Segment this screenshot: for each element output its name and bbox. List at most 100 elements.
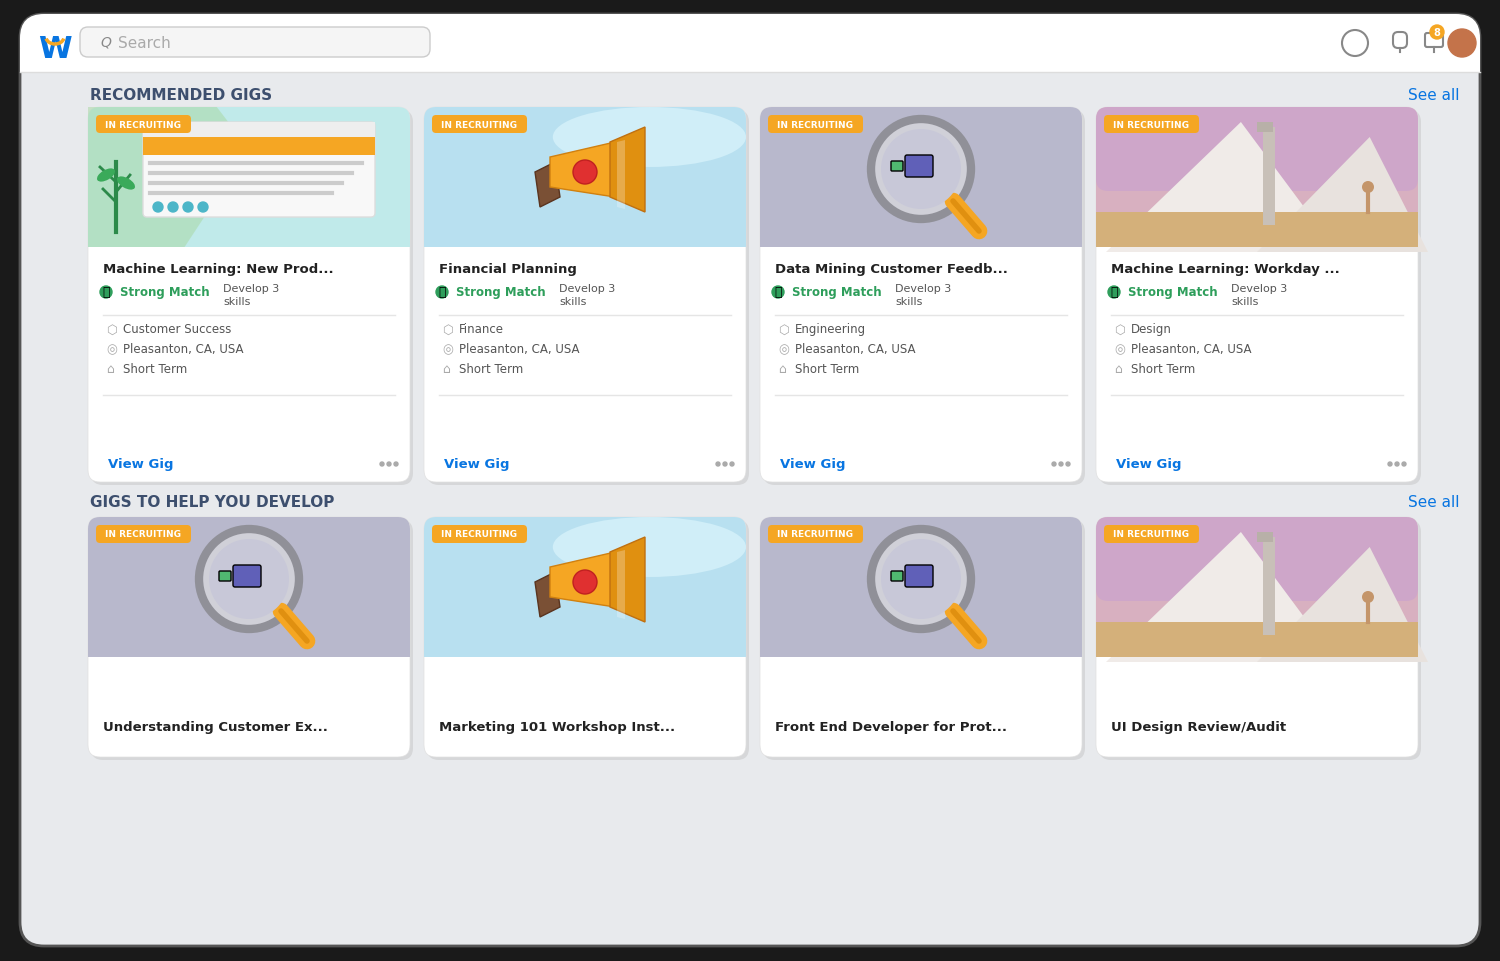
Text: Develop 3: Develop 3 <box>896 283 951 294</box>
Polygon shape <box>1257 548 1428 662</box>
Bar <box>1096 212 1418 248</box>
FancyBboxPatch shape <box>96 116 190 134</box>
Circle shape <box>573 160 597 185</box>
FancyBboxPatch shape <box>1096 517 1418 657</box>
Circle shape <box>183 203 194 212</box>
Text: ⌂: ⌂ <box>106 363 114 376</box>
Text: skills: skills <box>1232 297 1258 307</box>
Text: Financial Planning: Financial Planning <box>440 263 578 276</box>
Bar <box>760 228 1082 248</box>
Polygon shape <box>610 128 645 212</box>
Text: Strong Match: Strong Match <box>792 286 882 299</box>
FancyBboxPatch shape <box>219 572 231 581</box>
Text: skills: skills <box>560 297 586 307</box>
FancyBboxPatch shape <box>904 156 933 178</box>
Text: ◎: ◎ <box>1114 343 1125 357</box>
Polygon shape <box>1106 123 1338 253</box>
Circle shape <box>100 286 112 299</box>
FancyBboxPatch shape <box>88 517 410 757</box>
Bar <box>1263 537 1275 635</box>
Text: Develop 3: Develop 3 <box>1232 283 1287 294</box>
Text: Finance: Finance <box>459 323 504 336</box>
FancyBboxPatch shape <box>904 565 933 587</box>
FancyBboxPatch shape <box>1104 526 1198 543</box>
FancyBboxPatch shape <box>891 161 903 172</box>
Text: Short Term: Short Term <box>123 363 188 376</box>
Text: IN RECRUITING: IN RECRUITING <box>777 530 853 539</box>
FancyBboxPatch shape <box>427 521 748 760</box>
Circle shape <box>209 539 290 619</box>
Text: ⌂: ⌂ <box>442 363 450 376</box>
Bar <box>1096 228 1418 248</box>
Text: Search: Search <box>118 36 171 50</box>
Circle shape <box>573 571 597 595</box>
Text: Marketing 101 Workshop Inst...: Marketing 101 Workshop Inst... <box>440 721 675 734</box>
Text: Q: Q <box>100 36 111 50</box>
FancyBboxPatch shape <box>768 526 862 543</box>
Text: 👥: 👥 <box>102 286 110 299</box>
Text: ⬡: ⬡ <box>442 323 453 336</box>
Text: ⬡: ⬡ <box>106 323 117 336</box>
Text: IN RECRUITING: IN RECRUITING <box>441 120 518 130</box>
Bar <box>760 637 1082 657</box>
FancyBboxPatch shape <box>424 517 746 757</box>
FancyBboxPatch shape <box>760 517 1082 657</box>
Circle shape <box>730 462 734 466</box>
FancyBboxPatch shape <box>432 116 526 134</box>
FancyBboxPatch shape <box>1096 108 1418 248</box>
Text: Short Term: Short Term <box>795 363 859 376</box>
Polygon shape <box>550 143 615 198</box>
Circle shape <box>1066 462 1070 466</box>
Ellipse shape <box>117 177 135 190</box>
Text: ◎: ◎ <box>106 343 117 357</box>
FancyBboxPatch shape <box>142 123 375 218</box>
Circle shape <box>153 203 164 212</box>
Circle shape <box>198 203 208 212</box>
FancyBboxPatch shape <box>424 108 746 482</box>
Polygon shape <box>616 141 626 209</box>
Text: skills: skills <box>224 297 251 307</box>
Circle shape <box>165 127 171 133</box>
Text: Machine Learning: Workday ...: Machine Learning: Workday ... <box>1112 263 1340 276</box>
Bar <box>1257 123 1274 133</box>
Text: IN RECRUITING: IN RECRUITING <box>1113 120 1190 130</box>
FancyBboxPatch shape <box>432 526 526 543</box>
Circle shape <box>871 120 970 220</box>
Bar <box>424 637 746 657</box>
Circle shape <box>880 539 962 619</box>
FancyBboxPatch shape <box>764 521 1084 760</box>
Circle shape <box>1430 26 1444 40</box>
Bar <box>142 137 375 156</box>
Text: ⬡: ⬡ <box>1114 323 1125 336</box>
Bar <box>142 123 375 137</box>
Text: ⬡: ⬡ <box>778 323 789 336</box>
Circle shape <box>1108 286 1120 299</box>
Text: Pleasanton, CA, USA: Pleasanton, CA, USA <box>795 343 915 357</box>
Bar <box>88 637 410 657</box>
FancyBboxPatch shape <box>760 517 1082 757</box>
Circle shape <box>723 462 728 466</box>
Circle shape <box>1059 462 1064 466</box>
FancyBboxPatch shape <box>1100 521 1420 760</box>
FancyBboxPatch shape <box>891 572 903 581</box>
Circle shape <box>716 462 720 466</box>
Text: Pleasanton, CA, USA: Pleasanton, CA, USA <box>1131 343 1251 357</box>
Circle shape <box>436 286 448 299</box>
Text: Engineering: Engineering <box>795 323 865 336</box>
FancyBboxPatch shape <box>96 526 190 543</box>
Text: Design: Design <box>1131 323 1172 336</box>
Text: 👥: 👥 <box>774 286 782 299</box>
Circle shape <box>1052 462 1056 466</box>
Ellipse shape <box>554 517 746 578</box>
FancyBboxPatch shape <box>232 565 261 587</box>
FancyBboxPatch shape <box>1096 517 1418 757</box>
Text: Pleasanton, CA, USA: Pleasanton, CA, USA <box>123 343 243 357</box>
Circle shape <box>772 286 784 299</box>
Text: Short Term: Short Term <box>1131 363 1196 376</box>
Circle shape <box>394 462 398 466</box>
Bar <box>1096 637 1418 657</box>
Polygon shape <box>88 108 249 248</box>
Circle shape <box>1395 462 1400 466</box>
Text: 👥: 👥 <box>438 286 446 299</box>
Text: Develop 3: Develop 3 <box>560 283 615 294</box>
